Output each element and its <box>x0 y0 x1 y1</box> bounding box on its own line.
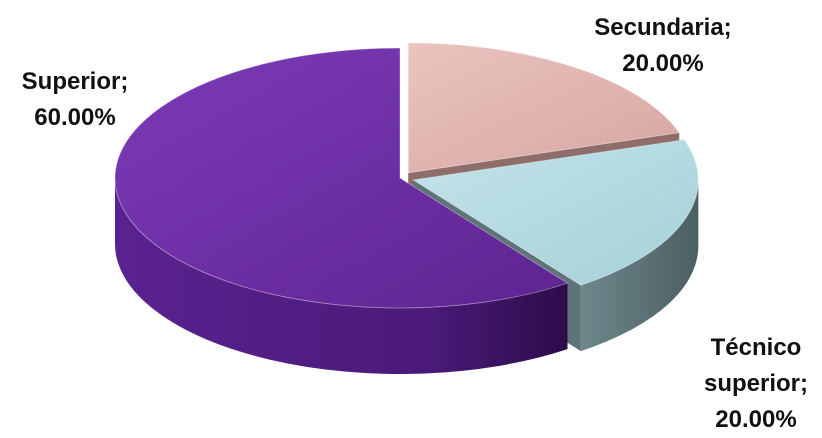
pie-slice-tecnico-superior <box>411 139 699 286</box>
slice-label-superior-value: 60.00% <box>34 104 116 131</box>
slice-label-tecnico-name-line1: Técnico <box>710 334 802 361</box>
slice-label-superior: Superior; 60.00% <box>0 64 150 136</box>
slice-label-secundaria-name: Secundaria; <box>594 14 732 41</box>
slice-label-tecnico-value: 20.00% <box>715 406 797 433</box>
pie-slice-superior <box>114 47 569 309</box>
slice-label-tecnico-superior: Técnico superior; 20.00% <box>690 330 822 438</box>
pie-slice-secundaria <box>407 42 681 174</box>
pie-side-superior <box>115 178 568 374</box>
slice-label-secundaria-value: 20.00% <box>622 50 704 77</box>
slice-label-secundaria: Secundaria; 20.00% <box>568 10 758 82</box>
pie-side-tecnico-superior <box>580 179 699 352</box>
slice-label-tecnico-name-line2: superior; <box>703 370 808 397</box>
slice-label-superior-name: Superior; <box>21 68 129 95</box>
